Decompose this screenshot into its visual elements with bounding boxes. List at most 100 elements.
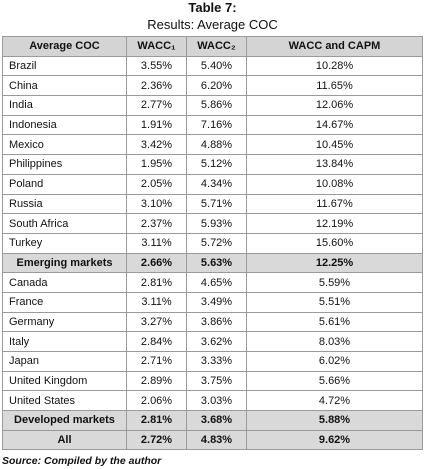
table-cell: 2.05%	[126, 173, 187, 195]
source-note: Source: Compiled by the author	[2, 455, 162, 467]
table-cell: 3.10%	[126, 193, 187, 215]
table-cell: 3.11%	[126, 291, 187, 313]
table-cell: 4.72%	[246, 390, 423, 412]
table-cell: 3.55%	[126, 55, 187, 77]
table-row: China 2.36% 6.20% 11.65%	[2, 75, 423, 97]
table-cell: 5.40%	[186, 55, 247, 77]
row-label: Canada	[2, 272, 127, 293]
table-cell: 11.65%	[246, 75, 423, 97]
header-cell: WACC₂	[186, 36, 247, 57]
table-cell: 1.95%	[126, 154, 187, 175]
table-cell: 2.36%	[126, 75, 187, 97]
table-cell: 10.08%	[246, 173, 423, 195]
row-label: France	[2, 291, 127, 313]
table-cell: 10.28%	[246, 55, 423, 77]
table-cell: 4.34%	[186, 173, 247, 195]
table-cell: 3.11%	[126, 232, 187, 254]
table-cell: 5.61%	[246, 311, 423, 333]
row-label: Indonesia	[2, 114, 127, 136]
row-label: Turkey	[2, 232, 127, 254]
table-subtitle: Results: Average COC	[147, 17, 278, 32]
table-cell: 5.59%	[246, 272, 423, 293]
table-cell: 1.91%	[126, 114, 187, 136]
row-label: Russia	[2, 193, 127, 215]
table-row: Mexico 3.42% 4.88% 10.45%	[2, 134, 423, 156]
table-cell: 13.84%	[246, 154, 423, 175]
table-cell: 4.83%	[186, 429, 247, 451]
summary-row: Emerging markets 2.66% 5.63% 12.25%	[2, 252, 423, 274]
table-cell: 2.66%	[126, 252, 187, 274]
table-cell: 2.72%	[126, 429, 187, 451]
table-cell: 3.27%	[126, 311, 187, 333]
row-label: United Kingdom	[2, 370, 127, 392]
table-cell: 5.93%	[186, 213, 247, 234]
header-cell: WACC and CAPM	[246, 36, 423, 57]
table-cell: 3.03%	[186, 390, 247, 412]
table-row: Brazil 3.55% 5.40% 10.28%	[2, 55, 423, 77]
table-row: India 2.77% 5.86% 12.06%	[2, 95, 423, 116]
row-label: Germany	[2, 311, 127, 333]
table-row: South Africa 2.37% 5.93% 12.19%	[2, 213, 423, 234]
table-cell: 11.67%	[246, 193, 423, 215]
table-cell: 2.71%	[126, 351, 187, 372]
row-label: Brazil	[2, 55, 127, 77]
table-row: Russia 3.10% 5.71% 11.67%	[2, 193, 423, 215]
table-title: Table 7:	[188, 0, 237, 15]
table-row: Italy 2.84% 3.62% 8.03%	[2, 331, 423, 352]
table-cell: 3.68%	[186, 410, 247, 431]
table-cell: 4.65%	[186, 272, 247, 293]
row-label: United States	[2, 390, 127, 412]
table-cell: 5.88%	[246, 410, 423, 431]
table-cell: 5.12%	[186, 154, 247, 175]
table-cell: 2.06%	[126, 390, 187, 412]
summary-row: Developed markets 2.81% 3.68% 5.88%	[2, 410, 423, 431]
table-cell: 3.49%	[186, 291, 247, 313]
table-cell: 2.84%	[126, 331, 187, 352]
table-cell: 3.33%	[186, 351, 247, 372]
table-cell: 3.86%	[186, 311, 247, 333]
table-cell: 5.51%	[246, 291, 423, 313]
row-label: All	[2, 429, 127, 451]
table-cell: 6.20%	[186, 75, 247, 97]
table-row: Poland 2.05% 4.34% 10.08%	[2, 173, 423, 195]
row-label: South Africa	[2, 213, 127, 234]
table-cell: 15.60%	[246, 232, 423, 254]
table-cell: 2.81%	[126, 410, 187, 431]
table-cell: 3.75%	[186, 370, 247, 392]
row-label: India	[2, 95, 127, 116]
table-cell: 3.62%	[186, 331, 247, 352]
table-cell: 5.71%	[186, 193, 247, 215]
table-cell: 9.62%	[246, 429, 423, 451]
header-cell: WACC₁	[126, 36, 187, 57]
table-cell: 5.66%	[246, 370, 423, 392]
row-label: China	[2, 75, 127, 97]
table-cell: 12.06%	[246, 95, 423, 116]
table-row: Canada 2.81% 4.65% 5.59%	[2, 272, 423, 293]
table-cell: 10.45%	[246, 134, 423, 156]
table-row: Indonesia 1.91% 7.16% 14.67%	[2, 114, 423, 136]
results-table: Average COC WACC₁ WACC₂ WACC and CAPM Brazi…	[2, 36, 423, 451]
table-cell: 8.03%	[246, 331, 423, 352]
table-cell: 7.16%	[186, 114, 247, 136]
table-row: United States 2.06% 3.03% 4.72%	[2, 390, 423, 412]
table-row: United Kingdom 2.89% 3.75% 5.66%	[2, 370, 423, 392]
row-label: Italy	[2, 331, 127, 352]
table-cell: 3.42%	[126, 134, 187, 156]
table-cell: 2.77%	[126, 95, 187, 116]
table-row: Turkey 3.11% 5.72% 15.60%	[2, 232, 423, 254]
header-cell: Average COC	[2, 36, 127, 57]
table-row: Germany 3.27% 3.86% 5.61%	[2, 311, 423, 333]
table-cell: 6.02%	[246, 351, 423, 372]
header-row: Average COC WACC₁ WACC₂ WACC and CAPM	[2, 36, 423, 57]
summary-row: All 2.72% 4.83% 9.62%	[2, 429, 423, 451]
row-label: Poland	[2, 173, 127, 195]
table-cell: 4.88%	[186, 134, 247, 156]
table-body: Brazil 3.55% 5.40% 10.28% China 2.36% 6.20% 11.…	[2, 55, 423, 451]
table-cell: 5.86%	[186, 95, 247, 116]
row-label: Philippines	[2, 154, 127, 175]
table-cell: 12.25%	[246, 252, 423, 274]
table-row: Philippines 1.95% 5.12% 13.84%	[2, 154, 423, 175]
table-cell: 2.37%	[126, 213, 187, 234]
table-row: France 3.11% 3.49% 5.51%	[2, 291, 423, 313]
